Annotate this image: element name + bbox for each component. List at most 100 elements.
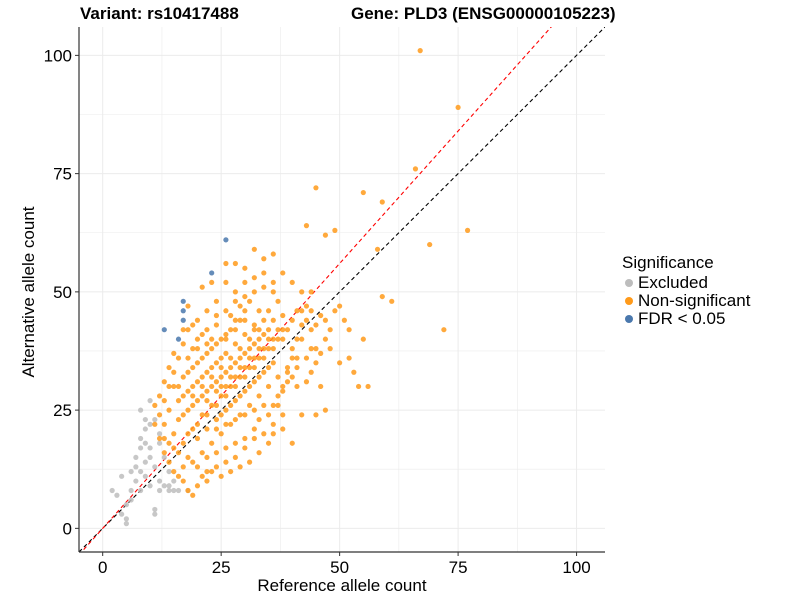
data-point bbox=[256, 416, 262, 423]
legend-label-fdr: FDR < 0.05 bbox=[638, 309, 726, 328]
data-point bbox=[228, 327, 234, 333]
data-point bbox=[218, 355, 224, 361]
data-point bbox=[232, 374, 238, 380]
data-point bbox=[379, 199, 385, 205]
data-point bbox=[199, 383, 205, 390]
data-point bbox=[270, 421, 276, 427]
data-point bbox=[119, 473, 125, 479]
data-point bbox=[166, 487, 172, 494]
data-point bbox=[242, 388, 248, 394]
data-point bbox=[204, 398, 210, 404]
data-point bbox=[308, 369, 314, 375]
data-point bbox=[246, 402, 253, 408]
data-point bbox=[261, 284, 267, 290]
legend-label-non-significant: Non-significant bbox=[638, 291, 751, 310]
data-point bbox=[147, 454, 153, 461]
data-point bbox=[175, 487, 182, 494]
data-point bbox=[209, 336, 215, 342]
data-point bbox=[360, 336, 366, 342]
data-points bbox=[109, 48, 471, 527]
data-point bbox=[175, 398, 182, 404]
data-point bbox=[175, 416, 182, 423]
data-point bbox=[109, 487, 115, 494]
data-point bbox=[261, 270, 267, 276]
data-point bbox=[138, 487, 144, 494]
data-point bbox=[209, 279, 215, 286]
data-point bbox=[190, 402, 196, 408]
data-point bbox=[228, 402, 234, 408]
data-point bbox=[374, 246, 381, 252]
data-point bbox=[289, 440, 295, 446]
data-point bbox=[275, 393, 281, 399]
data-point bbox=[242, 364, 248, 371]
data-point bbox=[138, 445, 144, 451]
data-point bbox=[232, 416, 238, 423]
data-point bbox=[308, 346, 314, 352]
data-point bbox=[199, 450, 205, 456]
data-point bbox=[256, 308, 262, 314]
y-tick-label: 0 bbox=[63, 519, 72, 538]
data-point bbox=[360, 189, 366, 196]
data-point bbox=[142, 440, 148, 446]
data-point bbox=[171, 487, 177, 494]
data-point bbox=[223, 393, 229, 399]
data-point bbox=[209, 270, 215, 276]
data-point bbox=[270, 289, 276, 295]
data-point bbox=[152, 402, 158, 408]
data-point bbox=[213, 360, 220, 366]
data-point bbox=[228, 421, 234, 427]
data-point bbox=[303, 223, 310, 229]
data-point bbox=[171, 350, 177, 356]
data-point bbox=[265, 327, 272, 333]
data-point bbox=[171, 383, 177, 390]
chart-title-variant: Variant: rs10417488 bbox=[80, 4, 239, 23]
data-point bbox=[308, 308, 314, 314]
data-point bbox=[251, 364, 257, 371]
legend-label-excluded: Excluded bbox=[638, 273, 708, 292]
data-point bbox=[242, 350, 248, 356]
data-point bbox=[194, 379, 201, 385]
data-point bbox=[194, 435, 201, 442]
data-point bbox=[270, 251, 276, 257]
data-point bbox=[204, 426, 210, 432]
data-point bbox=[327, 327, 333, 333]
data-point bbox=[138, 407, 144, 413]
data-point bbox=[180, 464, 186, 470]
data-point bbox=[204, 341, 210, 347]
data-point bbox=[223, 407, 229, 413]
data-point bbox=[322, 407, 329, 413]
data-point bbox=[142, 426, 148, 432]
data-point bbox=[185, 327, 191, 333]
data-point bbox=[251, 435, 257, 442]
data-point bbox=[180, 317, 186, 323]
data-point bbox=[180, 393, 186, 399]
data-point bbox=[213, 379, 220, 385]
data-point bbox=[223, 383, 229, 390]
data-point bbox=[223, 445, 229, 451]
data-point bbox=[223, 459, 229, 465]
data-point bbox=[265, 383, 272, 390]
data-point bbox=[228, 383, 234, 390]
data-point bbox=[327, 346, 333, 352]
data-point bbox=[209, 440, 215, 446]
y-axis-label: Alternative allele count bbox=[19, 206, 38, 378]
data-point bbox=[232, 327, 238, 333]
data-point bbox=[294, 383, 300, 390]
data-point bbox=[199, 374, 205, 380]
data-point bbox=[261, 256, 267, 262]
data-point bbox=[275, 327, 281, 333]
data-point bbox=[270, 279, 276, 286]
data-point bbox=[346, 355, 352, 361]
data-point bbox=[251, 322, 257, 328]
axes: 0 25 50 75 100 0 25 50 75 100 bbox=[44, 27, 605, 577]
data-point bbox=[242, 331, 248, 338]
data-point bbox=[289, 374, 295, 380]
data-point bbox=[237, 355, 243, 361]
data-point bbox=[213, 402, 220, 408]
legend-item-fdr: FDR < 0.05 bbox=[622, 309, 750, 328]
data-point bbox=[337, 303, 343, 309]
data-point bbox=[223, 237, 229, 243]
data-point bbox=[180, 341, 186, 347]
data-point bbox=[228, 374, 234, 380]
data-point bbox=[246, 298, 253, 304]
